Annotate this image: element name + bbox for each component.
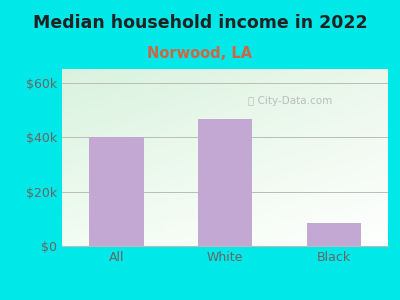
Bar <box>198 119 252 246</box>
Bar <box>89 137 144 246</box>
Bar <box>306 223 361 246</box>
Text: ⓘ City-Data.com: ⓘ City-Data.com <box>248 96 332 106</box>
Text: Norwood, LA: Norwood, LA <box>148 46 252 62</box>
Text: Median household income in 2022: Median household income in 2022 <box>33 14 367 32</box>
